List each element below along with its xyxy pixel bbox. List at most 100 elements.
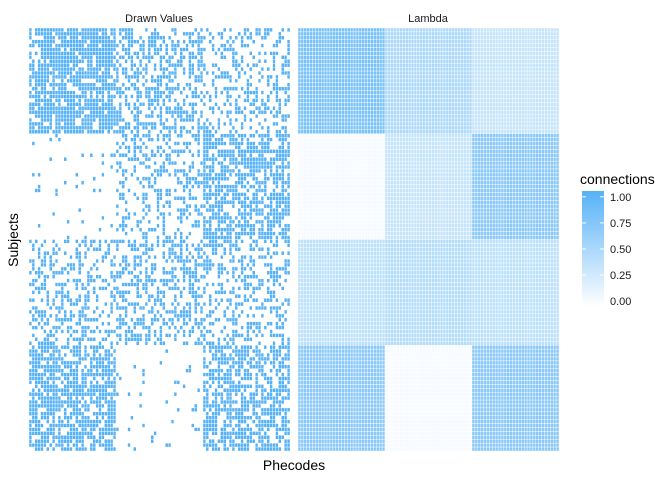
drawn-value-cell — [118, 168, 123, 174]
drawn-value-cell — [95, 113, 99, 119]
drawn-value-cell — [234, 129, 238, 134]
drawn-value-cell — [34, 188, 38, 193]
drawn-value-cell — [112, 180, 117, 185]
drawn-value-cell — [254, 125, 259, 131]
drawn-value-cell — [133, 86, 137, 91]
drawn-value-cell — [246, 125, 250, 131]
drawn-value-cell — [72, 227, 76, 232]
drawn-value-cell — [37, 137, 41, 142]
drawn-value-cell — [214, 102, 218, 107]
drawn-value-cell — [66, 204, 70, 209]
drawn-value-cell — [34, 31, 38, 37]
drawn-value-cell — [275, 231, 279, 236]
drawn-value-cell — [246, 164, 250, 170]
drawn-value-cell — [182, 137, 186, 142]
drawn-value-cell — [286, 113, 291, 119]
drawn-value-cell — [31, 129, 35, 134]
drawn-value-cell — [86, 94, 91, 99]
drawn-value-cell — [83, 176, 88, 181]
drawn-value-cell — [266, 133, 270, 138]
drawn-value-cell — [57, 125, 62, 131]
drawn-value-cell — [202, 51, 207, 56]
drawn-value-cell — [136, 243, 140, 248]
drawn-value-cell — [54, 153, 59, 158]
drawn-value-cell — [150, 196, 154, 201]
drawn-value-cell — [284, 196, 288, 201]
drawn-value-cell — [162, 235, 166, 240]
drawn-value-cell — [208, 215, 212, 221]
drawn-value-cell — [243, 211, 247, 217]
drawn-value-cell — [257, 39, 262, 44]
drawn-value-cell — [118, 129, 123, 134]
drawn-value-cell — [278, 157, 282, 162]
drawn-value-cell — [220, 70, 224, 76]
drawn-value-cell — [286, 74, 291, 80]
drawn-value-cell — [147, 27, 151, 33]
drawn-value-cell — [31, 102, 35, 107]
drawn-value-cell — [159, 78, 163, 84]
drawn-value-cell — [112, 172, 117, 178]
drawn-value-cell — [37, 157, 41, 162]
drawn-value-cell — [95, 176, 99, 181]
drawn-value-cell — [28, 192, 33, 197]
drawn-value-cell — [243, 157, 247, 162]
drawn-value-cell — [185, 204, 189, 209]
drawn-value-cell — [69, 137, 73, 142]
drawn-value-cell — [156, 55, 160, 60]
drawn-value-cell — [115, 227, 120, 232]
drawn-value-cell — [185, 239, 189, 244]
drawn-value-cell — [92, 66, 96, 72]
drawn-value-cell — [243, 47, 247, 52]
drawn-value-cell — [188, 125, 192, 131]
drawn-value-cell — [199, 70, 204, 76]
drawn-value-cell — [182, 78, 186, 84]
drawn-value-cell — [185, 231, 189, 236]
drawn-value-cell — [196, 82, 201, 87]
drawn-value-cell — [234, 98, 238, 103]
drawn-value-cell — [144, 149, 149, 154]
drawn-value-cell — [260, 180, 265, 185]
drawn-value-cell — [240, 164, 244, 170]
drawn-value-cell — [234, 160, 238, 166]
drawn-value-cell — [54, 86, 59, 91]
drawn-value-cell — [133, 145, 137, 150]
drawn-value-cell — [83, 43, 88, 48]
drawn-value-cell — [191, 223, 195, 228]
drawn-value-cell — [272, 129, 276, 134]
drawn-value-cell — [185, 188, 189, 193]
drawn-value-cell — [194, 86, 198, 91]
drawn-value-cell — [185, 133, 189, 138]
drawn-value-cell — [95, 192, 99, 197]
drawn-value-cell — [179, 239, 183, 244]
drawn-value-cell — [112, 200, 117, 205]
drawn-value-cell — [60, 86, 65, 91]
drawn-value-cell — [31, 121, 35, 127]
drawn-value-cell — [179, 164, 183, 170]
drawn-value-cell — [72, 211, 76, 217]
drawn-value-cell — [208, 39, 212, 44]
drawn-value-cell — [156, 184, 160, 189]
drawn-value-cell — [205, 66, 209, 72]
drawn-value-cell — [243, 133, 247, 138]
drawn-value-cell — [78, 149, 82, 154]
drawn-value-cell — [138, 106, 143, 111]
drawn-value-cell — [286, 94, 291, 99]
drawn-value-cell — [66, 27, 70, 33]
drawn-value-cell — [121, 66, 125, 72]
drawn-value-cell — [272, 133, 276, 138]
drawn-value-cell — [66, 176, 70, 181]
drawn-value-cell — [205, 231, 209, 236]
drawn-value-cell — [133, 164, 137, 170]
drawn-value-cell — [43, 243, 47, 248]
drawn-value-cell — [228, 180, 233, 185]
drawn-value-cell — [243, 239, 247, 244]
drawn-value-cell — [107, 204, 111, 209]
drawn-value-cell — [112, 188, 117, 193]
drawn-value-cell — [199, 39, 204, 44]
drawn-value-cell — [199, 153, 204, 158]
drawn-value-cell — [144, 145, 149, 150]
drawn-value-cell — [136, 98, 140, 103]
drawn-value-cell — [278, 70, 282, 76]
drawn-value-cell — [150, 55, 154, 60]
drawn-value-cell — [136, 35, 140, 40]
